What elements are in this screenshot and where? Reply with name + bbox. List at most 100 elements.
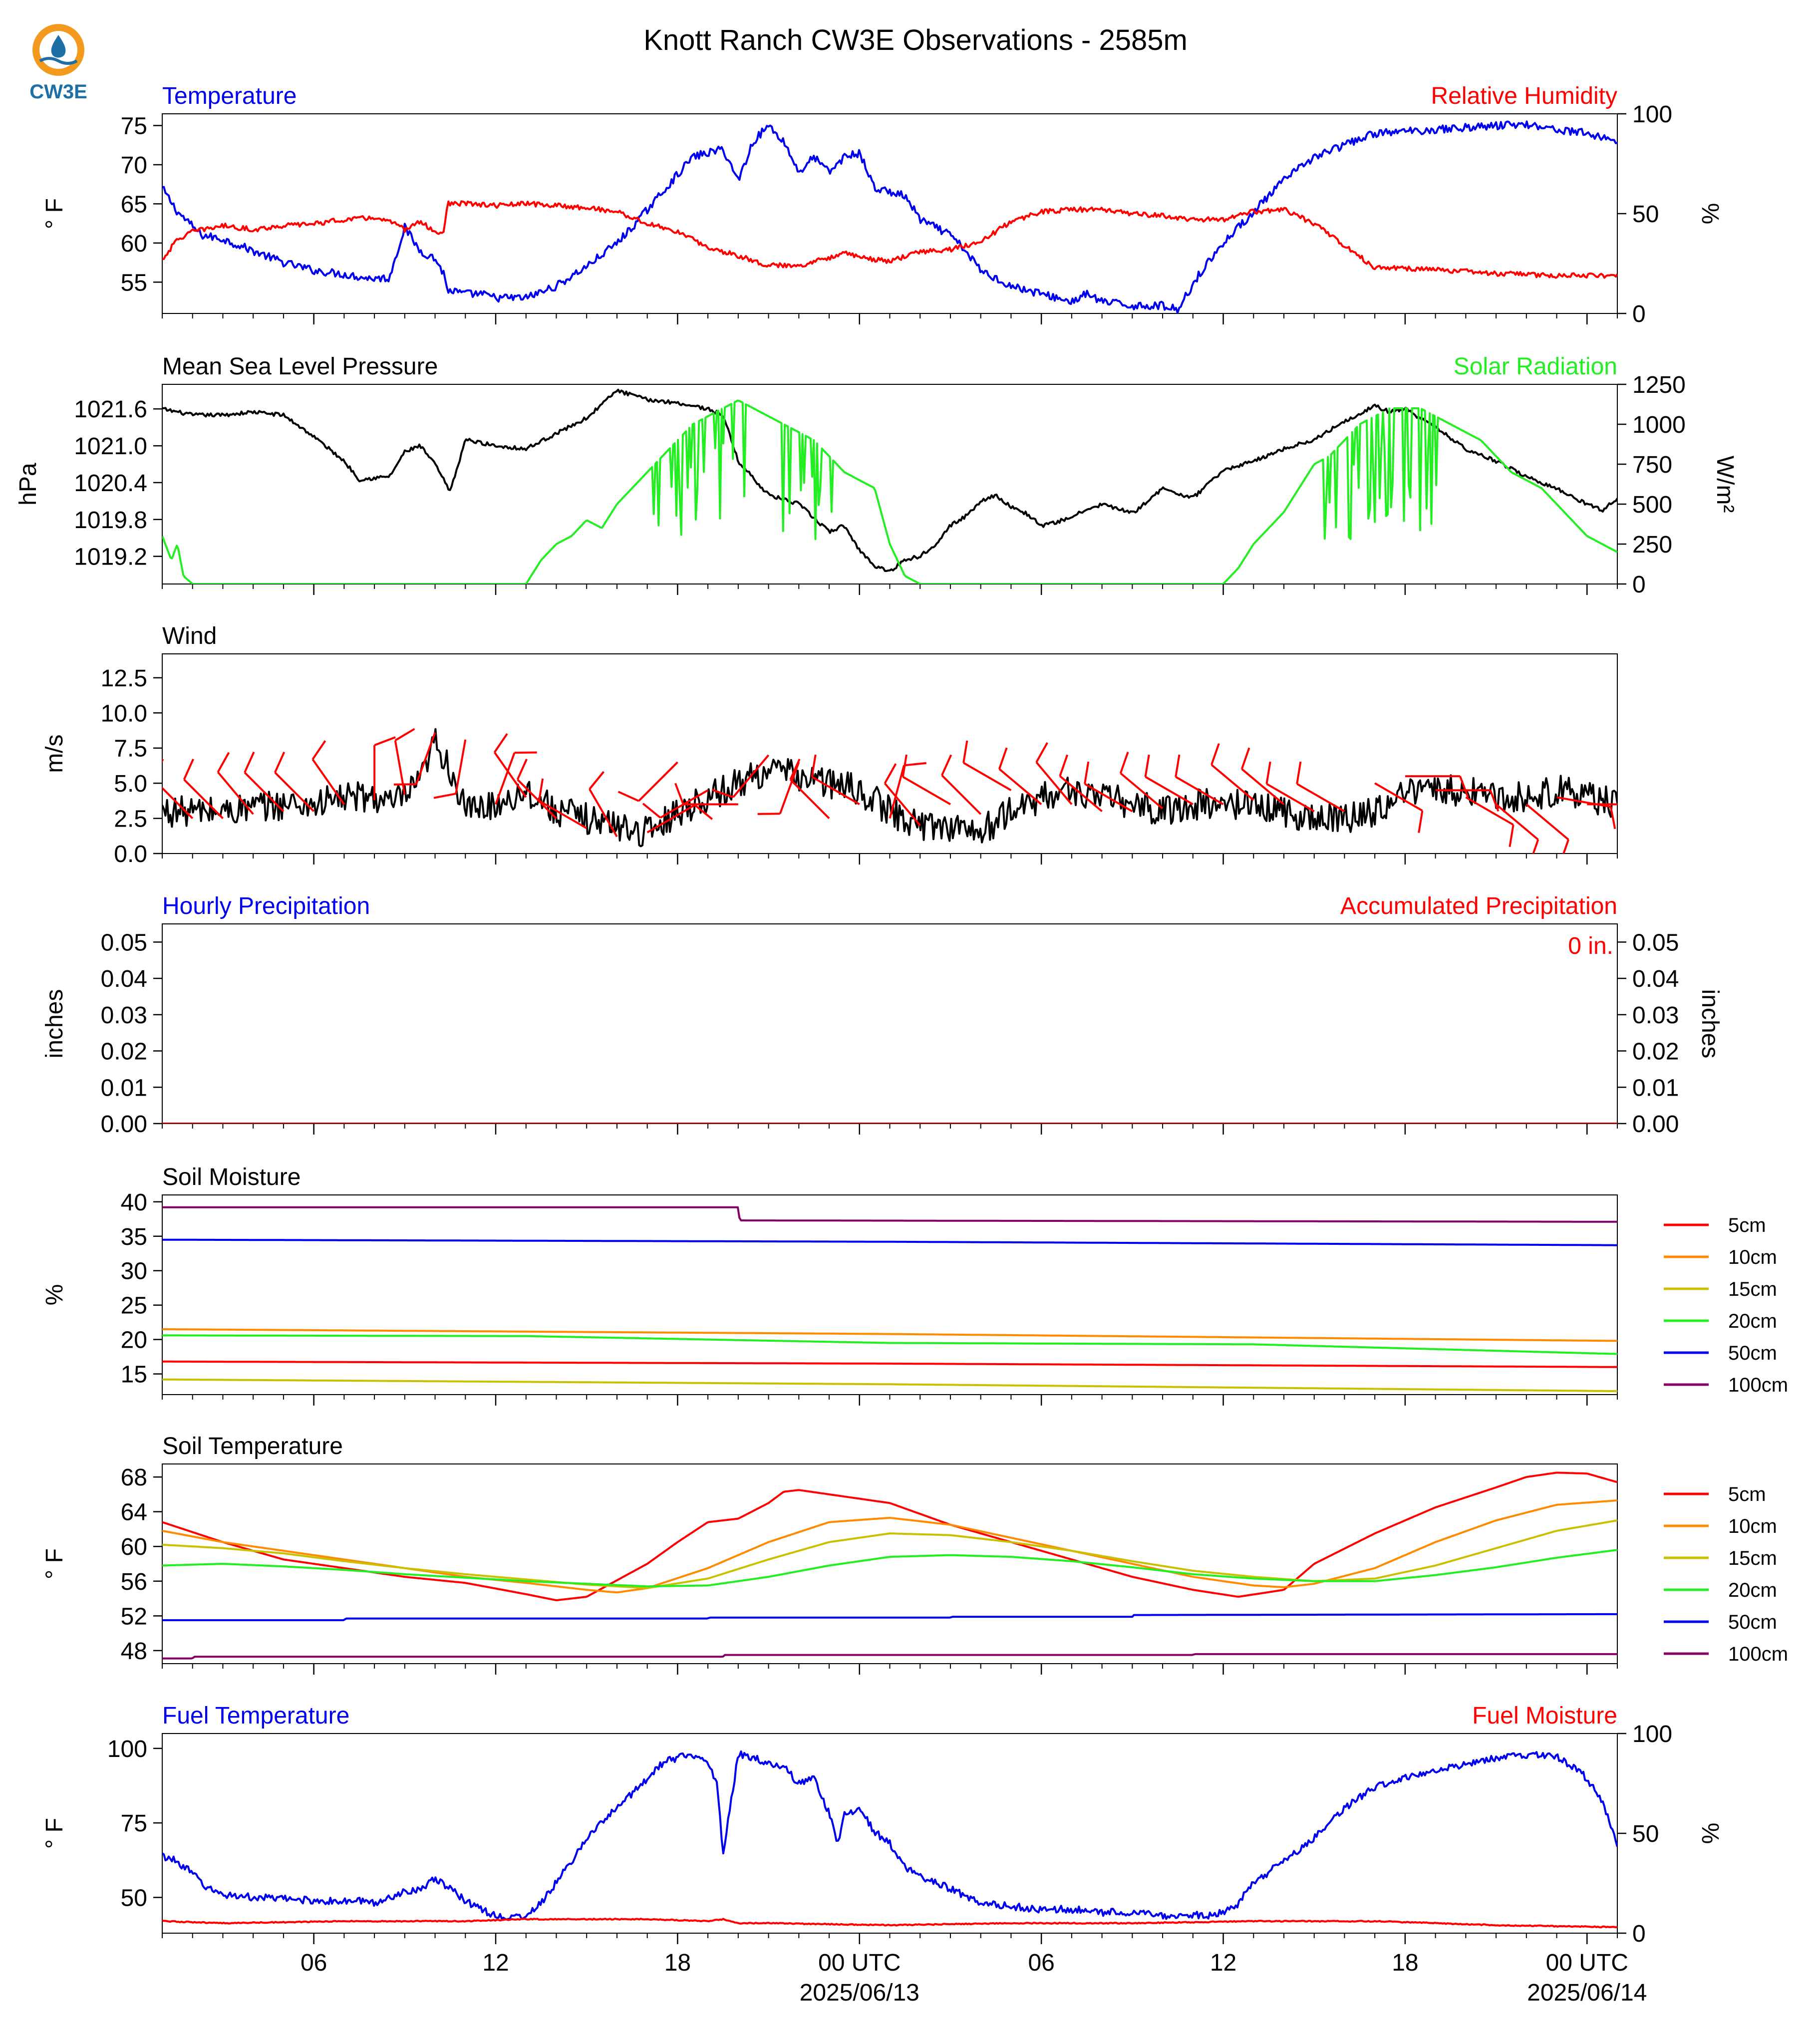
y-left-tick-label: 100 — [107, 1736, 147, 1762]
x-tick-label: 18 — [664, 1950, 691, 1976]
series-line-solar-radiation — [162, 399, 1617, 584]
wind-barb — [373, 736, 396, 800]
wind-barb-flag — [1119, 752, 1129, 774]
wind-barb-staff — [495, 752, 516, 805]
panel-title-right: Relative Humidity — [1431, 83, 1617, 109]
wind-barb-flag — [941, 754, 952, 776]
wind-barb — [162, 759, 194, 819]
wind-barb-flag — [811, 754, 817, 777]
x-tick-label: 00 UTC — [1546, 1950, 1628, 1976]
wind-barb-flag — [1609, 807, 1616, 830]
wind-barb-flag — [1532, 839, 1539, 854]
panel-title-right: Fuel Moisture — [1472, 1703, 1617, 1729]
y-left-tick-label: 20 — [121, 1327, 147, 1354]
wind-barb-staff — [1525, 803, 1569, 841]
series-line-15cm — [162, 1378, 1617, 1393]
series-line-100cm — [162, 1653, 1617, 1660]
wind-barb — [1119, 752, 1164, 810]
y-right-axis-label: % — [1697, 203, 1723, 225]
water-drop-icon — [51, 35, 66, 58]
wind-barb — [1144, 754, 1194, 806]
wind-barb-staff — [889, 765, 905, 819]
y-right-tick-label: 1000 — [1632, 412, 1686, 438]
legend-label: 15cm — [1728, 1278, 1777, 1300]
y-left-tick-label: 10.0 — [101, 700, 147, 727]
wind-barb-staff — [1465, 796, 1514, 826]
wind-barb-staff — [183, 779, 224, 819]
wind-barb — [1525, 803, 1569, 854]
panel-title-right: Accumulated Precipitation — [1340, 893, 1617, 919]
y-left-tick-label: 30 — [121, 1258, 147, 1285]
wind-barb-flag — [694, 804, 713, 820]
y-left-axis-label: ° F — [41, 198, 68, 229]
panel-fuel: Fuel Temperature Fuel Moisture 50 75 100 0 50 1… — [41, 1703, 1723, 1947]
x-tick-date-label: 2025/06/13 — [800, 1980, 919, 2006]
y-right-tick-label: 250 — [1632, 532, 1672, 558]
series-line-temperature — [162, 120, 1617, 313]
y-left-tick-label: 5.0 — [114, 771, 147, 797]
legend-label: 20cm — [1728, 1310, 1777, 1332]
wind-barb-flag — [1175, 754, 1181, 777]
wind-barb — [1495, 803, 1539, 854]
y-left-tick-label: 56 — [121, 1569, 147, 1595]
wind-barb-flag — [674, 783, 684, 805]
legend-label: 50cm — [1728, 1342, 1777, 1364]
wind-barb — [884, 763, 921, 826]
wind-barb — [494, 733, 527, 798]
wind-barb-flag — [433, 793, 456, 799]
plot-frame — [162, 113, 1618, 314]
y-left-tick-label: 1020.4 — [74, 470, 147, 497]
wind-barb-flag — [1240, 747, 1250, 770]
plot-area — [162, 1471, 1617, 1660]
wind-barb-staff — [1175, 776, 1224, 806]
chart-title: Knott Ranch CW3E Observations - 2585m — [643, 24, 1188, 56]
plot-frame — [162, 653, 1618, 854]
x-tick-label: 12 — [1210, 1950, 1236, 1976]
series-line-5cm — [162, 1471, 1617, 1601]
series-line-mean-sea-level-pressure — [162, 388, 1617, 572]
wind-barb-staff — [589, 788, 618, 838]
panel-soil-moisture: Soil Moisture 15 20 25 30 35 40% 5cm 10cm 15cm 20c… — [41, 1164, 1788, 1406]
logo-waves-icon — [39, 57, 78, 65]
wind-barb-staff — [902, 776, 951, 806]
wind-barb-staff — [455, 739, 467, 794]
y-right-tick-label: 0.02 — [1632, 1039, 1679, 1065]
wind-barb-staff — [244, 772, 285, 812]
wind-barb-flag — [902, 754, 908, 777]
y-left-tick-label: 25 — [121, 1293, 147, 1319]
y-left-axis-label: m/s — [41, 734, 68, 773]
wind-barb-flag — [183, 758, 194, 780]
panel-precipitation: Hourly Precipitation Accumulated Precipit… — [41, 893, 1723, 1138]
panel-title-left: Fuel Temperature — [162, 1703, 349, 1729]
series-line-20cm — [162, 1549, 1617, 1588]
y-left-tick-label: 0.02 — [101, 1039, 147, 1065]
wind-barb — [433, 739, 467, 799]
wind-barb-flag — [274, 751, 286, 773]
wind-barb — [244, 751, 285, 812]
series-line-50cm — [162, 1238, 1617, 1246]
wind-barb-flag — [711, 789, 734, 798]
wind-barb — [589, 771, 618, 838]
y-right-tick-label: 0.03 — [1632, 1002, 1679, 1029]
wind-barb-staff — [963, 762, 1012, 791]
wind-barb — [393, 732, 436, 786]
wind-barb — [674, 783, 738, 806]
wind-barb — [757, 762, 800, 815]
logo-text: CW3E — [29, 81, 87, 103]
wind-barb-flag — [962, 740, 968, 763]
panel-title-left: Soil Moisture — [162, 1164, 301, 1190]
wind-barb-flag — [244, 751, 255, 773]
plot-frame — [162, 1733, 1618, 1934]
y-right-tick-label: 0 — [1632, 572, 1646, 598]
wind-barb-staff — [538, 800, 588, 830]
x-tick-label: 12 — [482, 1950, 509, 1976]
panel-title-left: Mean Sea Level Pressure — [162, 353, 438, 380]
wind-barb — [962, 740, 1012, 791]
y-right-tick-label: 500 — [1632, 492, 1672, 518]
series-line-20cm — [162, 1334, 1617, 1355]
wind-barb — [1175, 754, 1224, 806]
y-right-tick-label: 750 — [1632, 452, 1672, 478]
wind-barb-staff — [494, 752, 527, 798]
